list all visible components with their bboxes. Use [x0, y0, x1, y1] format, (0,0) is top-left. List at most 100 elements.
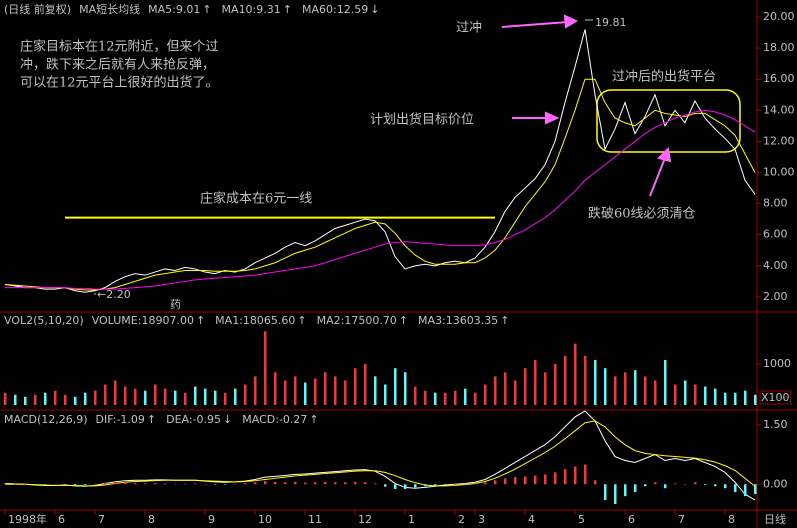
bar — [314, 482, 317, 485]
bar — [624, 484, 627, 497]
bar — [394, 484, 397, 489]
bar — [174, 483, 177, 485]
bar — [124, 386, 127, 405]
bar — [64, 394, 67, 405]
legend-trend: ↓ — [370, 3, 379, 16]
bar — [474, 392, 477, 405]
bar — [564, 355, 567, 405]
x-tick-label: 6 — [58, 513, 65, 526]
macd-line — [4, 410, 756, 501]
legend-entry: MA1:18065.60 — [215, 314, 295, 327]
y-tick-label: 20.00 — [763, 10, 795, 23]
bar — [434, 484, 437, 486]
bar — [314, 378, 317, 405]
bar — [634, 484, 637, 493]
bar — [634, 370, 637, 405]
low-marker — [94, 293, 96, 295]
bar — [744, 484, 747, 497]
y-tick-label: 8.00 — [763, 197, 788, 210]
bar — [34, 484, 37, 485]
bar — [244, 483, 247, 485]
x-tick-label: 7 — [678, 513, 685, 526]
bar — [84, 484, 87, 486]
bar — [144, 390, 147, 405]
bar — [574, 343, 577, 405]
legend-trend: ↑ — [500, 314, 509, 327]
bar — [24, 396, 27, 405]
bar — [174, 390, 177, 405]
bar — [74, 396, 77, 405]
legend-trend: ↓ — [223, 413, 232, 426]
bar — [384, 484, 387, 487]
bar — [224, 392, 227, 405]
ma-line — [4, 78, 756, 291]
legend-entry: MA10:9.31 — [222, 3, 281, 16]
bar — [334, 376, 337, 405]
bar — [184, 392, 187, 405]
bar — [114, 380, 117, 405]
bar — [624, 372, 627, 405]
bar — [754, 394, 757, 405]
bar — [494, 376, 497, 405]
x-tick-label: 10 — [258, 513, 272, 526]
bar — [104, 482, 107, 485]
x-tick-label: 8 — [148, 513, 155, 526]
bar — [294, 481, 297, 485]
bar — [714, 484, 717, 487]
bar — [404, 372, 407, 405]
panel-header: MACD(12,26,9) — [4, 413, 88, 426]
bar — [324, 481, 327, 485]
bar — [664, 484, 667, 489]
bar — [4, 392, 7, 405]
bar — [134, 483, 137, 485]
legend-trend: ↑ — [147, 413, 156, 426]
bar — [414, 386, 417, 405]
bar — [204, 484, 207, 485]
bar — [404, 484, 407, 489]
bar — [604, 484, 607, 501]
arrow-head — [545, 111, 560, 125]
bar — [514, 477, 517, 485]
arrow — [501, 21, 569, 28]
bar — [554, 472, 557, 485]
bar — [44, 392, 47, 405]
bar — [384, 384, 387, 405]
x-tick-label: 5 — [578, 513, 585, 526]
bar — [94, 483, 97, 485]
bar — [644, 484, 647, 487]
ma-line — [5, 109, 756, 290]
bar — [614, 376, 617, 405]
legend-entry: MA3:13603.35 — [418, 314, 498, 327]
bar — [714, 388, 717, 405]
x-tick-label: 12 — [358, 513, 372, 526]
bar — [654, 482, 657, 485]
annotation: 庄家成本在6元一线 — [200, 191, 312, 207]
bar — [64, 483, 67, 485]
annotation: 过冲后的出货平台 — [612, 69, 716, 85]
x-tick-label: 6 — [628, 513, 635, 526]
bar — [674, 483, 677, 485]
bar — [34, 394, 37, 405]
bar — [224, 484, 227, 485]
bar — [594, 359, 597, 405]
legend-trend: ↑ — [202, 3, 211, 16]
bar — [84, 392, 87, 405]
legend-entry: MACD:-0.27 — [242, 413, 307, 426]
bar — [54, 484, 57, 485]
unit-label: X100 — [761, 391, 790, 404]
bar — [754, 484, 757, 495]
legend-entry: MA2:17500.70 — [317, 314, 397, 327]
bar — [604, 368, 607, 405]
y-tick-label: 16.00 — [763, 72, 795, 85]
bar — [734, 484, 737, 493]
bar — [484, 482, 487, 485]
bar — [134, 388, 137, 405]
bar — [164, 483, 167, 485]
y-tick-label: 12.00 — [763, 134, 795, 147]
x-tick-label: 4 — [528, 513, 535, 526]
bar — [564, 469, 567, 485]
x-tick-label: 2 — [458, 513, 465, 526]
annotation: 过冲 — [456, 21, 482, 36]
